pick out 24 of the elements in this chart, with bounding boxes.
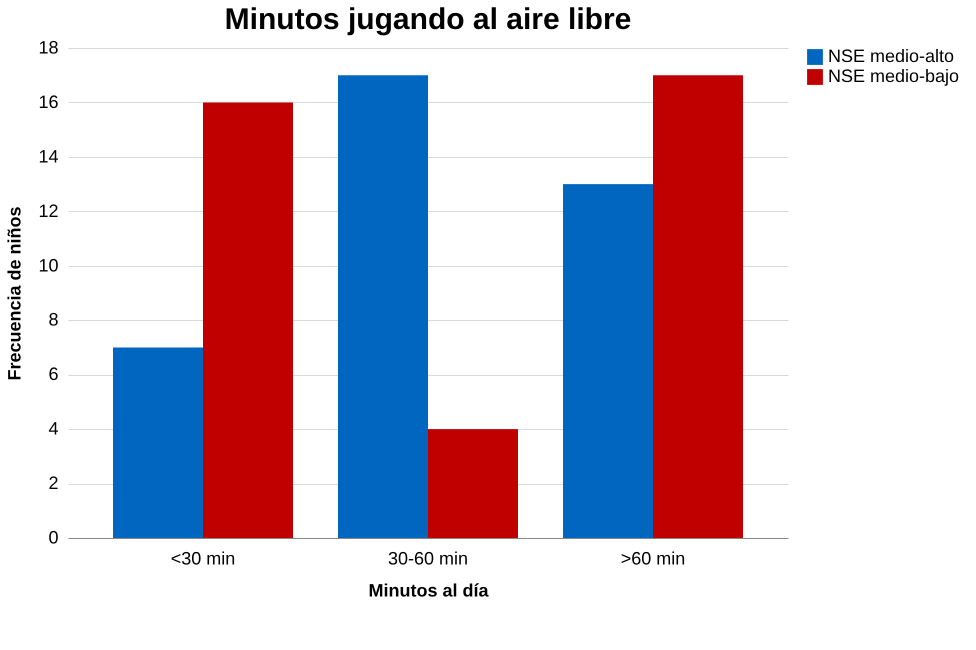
x-tick-label: 30-60 min bbox=[388, 548, 468, 568]
bar bbox=[428, 429, 518, 538]
bar bbox=[113, 347, 203, 538]
chart-title: Minutos jugando al aire libre bbox=[224, 3, 632, 36]
y-axis-title: Frecuencia de niños bbox=[4, 206, 24, 381]
legend-label: NSE medio-alto bbox=[828, 46, 954, 66]
y-tick-label: 0 bbox=[48, 528, 58, 548]
bar bbox=[563, 184, 653, 538]
x-axis-title: Minutos al día bbox=[368, 580, 490, 600]
y-tick-label: 6 bbox=[48, 364, 58, 384]
y-tick-label: 12 bbox=[38, 200, 58, 221]
y-tick-label: 18 bbox=[38, 38, 58, 58]
legend-label: NSE medio-bajo bbox=[828, 66, 960, 86]
bar bbox=[653, 75, 743, 538]
y-tick-label: 8 bbox=[48, 310, 58, 330]
x-tick-label: >60 min bbox=[620, 548, 686, 568]
y-tick-label: 10 bbox=[38, 255, 58, 276]
x-tick-label: <30 min bbox=[170, 548, 236, 568]
y-tick-label: 16 bbox=[38, 92, 58, 112]
y-tick-label: 14 bbox=[38, 146, 58, 166]
bar bbox=[203, 102, 293, 538]
y-tick-label: 4 bbox=[48, 418, 58, 439]
bar bbox=[338, 75, 428, 538]
y-tick-label: 2 bbox=[48, 473, 58, 494]
